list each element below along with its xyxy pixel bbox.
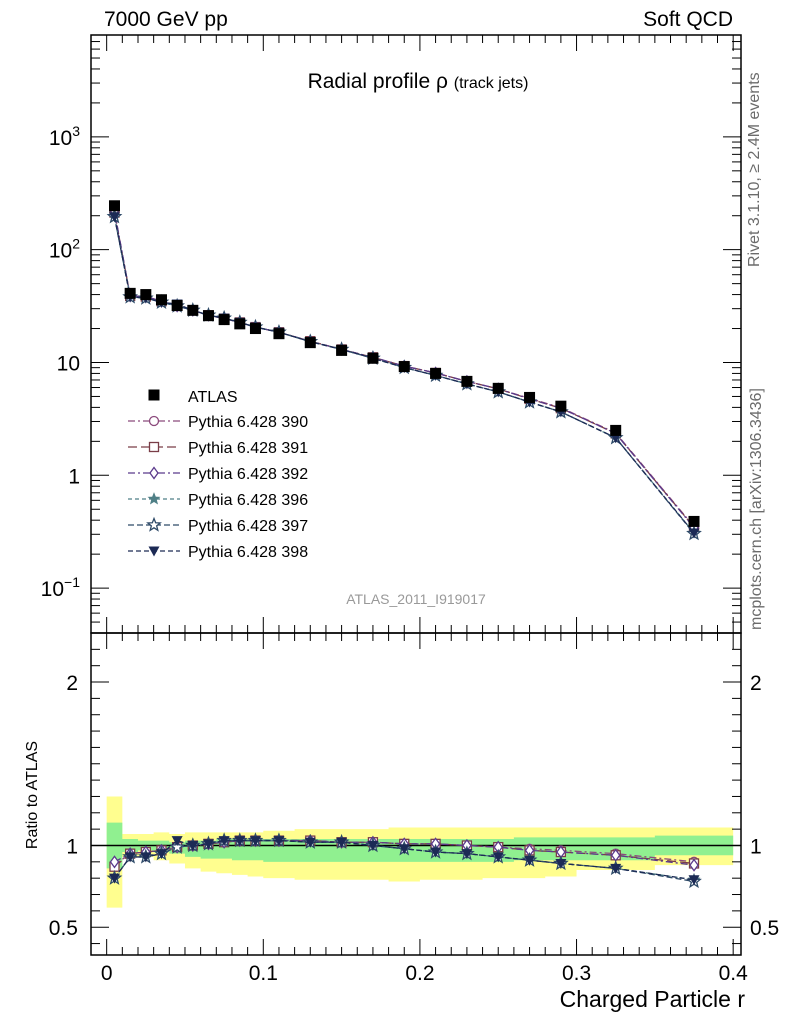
- legend-label-atlas: ATLAS: [188, 389, 238, 406]
- series-point-ratio: [249, 836, 261, 847]
- series-point-ratio: [367, 840, 379, 851]
- series-point-ratio: [610, 863, 622, 874]
- ratio-frame: [90, 632, 742, 956]
- header-energy-label: 7000 GeV pp: [104, 8, 228, 31]
- atlas-data-point: [688, 515, 700, 527]
- y-tick-label: 10−1: [41, 574, 81, 601]
- series-point-ratio: [171, 836, 183, 847]
- legend-label: Pythia 6.428 398: [188, 544, 308, 561]
- y-tick-label: 102: [49, 236, 80, 263]
- atlas-data-point: [234, 318, 246, 330]
- atlas-data-point: [155, 294, 167, 306]
- series-point-ratio: [273, 836, 285, 847]
- ratio-y-tick-label: 2: [66, 672, 78, 695]
- atlas-data-point: [108, 200, 120, 212]
- series-point-main: [108, 212, 120, 223]
- chart-title: Radial profile ρ (track jets): [308, 70, 529, 93]
- series-line-ratio: [113, 839, 695, 883]
- ratio-y-tick-label-right: 2: [750, 672, 762, 695]
- series-point-ratio: [688, 875, 700, 886]
- series-point-ratio: [524, 855, 536, 866]
- series-point-main: [688, 528, 700, 539]
- atlas-data-point: [202, 310, 214, 322]
- atlas-data-point: [171, 300, 183, 312]
- legend-marker: [148, 441, 160, 453]
- x-tick-label: 0.3: [562, 962, 591, 985]
- legend-marker: [148, 415, 160, 427]
- series-point-ratio: [689, 858, 699, 872]
- y-axis-label: Ratio to ATLAS: [24, 741, 41, 849]
- legend-marker: [148, 546, 160, 557]
- atlas-data-point: [336, 344, 348, 356]
- legend-marker-atlas: [148, 389, 160, 401]
- legend-marker: [149, 466, 159, 480]
- legend-label: Pythia 6.428 391: [188, 440, 308, 457]
- header-category-label: Soft QCD: [643, 8, 733, 31]
- y-tick-label: 1: [68, 465, 80, 488]
- atlas-data-point: [492, 382, 504, 394]
- x-axis-label: Charged Particle r: [560, 986, 746, 1012]
- series-point-ratio: [109, 855, 120, 869]
- series-point-ratio: [218, 836, 230, 847]
- x-tick-label: 0: [101, 962, 113, 985]
- series-point-ratio: [140, 852, 152, 863]
- atlas-data-point: [430, 367, 442, 379]
- y-tick-label: 10: [57, 352, 80, 375]
- legend-label: Pythia 6.428 396: [188, 492, 308, 509]
- series-line-main: [113, 216, 695, 534]
- series-point-ratio: [430, 847, 442, 858]
- atlas-data-point: [249, 323, 261, 335]
- x-tick-label: 0.2: [405, 962, 434, 985]
- series-point-ratio: [187, 840, 199, 851]
- x-tick-label: 0.4: [719, 962, 749, 985]
- series-point-ratio: [492, 852, 504, 863]
- series-line-ratio: [114, 839, 695, 866]
- series-line-main: [113, 216, 695, 534]
- legend-marker: [146, 516, 162, 532]
- series-point-ratio: [108, 873, 120, 884]
- series-point-ratio: [461, 849, 473, 860]
- atlas-data-point: [304, 337, 316, 349]
- analysis-watermark: ATLAS_2011_I919017: [346, 591, 486, 607]
- legend-label: Pythia 6.428 392: [188, 466, 308, 483]
- atlas-data-point: [367, 352, 379, 364]
- ratio-y-tick-label-right: 0.5: [750, 917, 779, 940]
- y-tick-label: 103: [49, 123, 80, 150]
- x-tick-label: 0.1: [249, 962, 278, 985]
- atlas-data-point: [187, 304, 199, 316]
- series-line-ratio: [113, 839, 695, 881]
- series-point-ratio: [336, 837, 348, 848]
- series-point-ratio: [202, 839, 214, 850]
- atlas-data-point: [140, 289, 152, 301]
- series-line-main: [113, 216, 695, 535]
- atlas-data-point: [124, 287, 136, 299]
- atlas-data-point: [273, 328, 285, 340]
- atlas-data-point: [610, 424, 622, 436]
- atlas-data-point: [218, 314, 230, 326]
- series-point-ratio: [398, 844, 410, 855]
- atlas-data-point: [555, 400, 567, 412]
- series-point-ratio: [555, 858, 567, 869]
- series-point-ratio: [304, 837, 316, 848]
- atlas-data-point: [461, 375, 473, 387]
- ratio-y-tick-label: 0.5: [49, 917, 78, 940]
- ratio-y-tick-label-right: 1: [750, 835, 762, 858]
- legend-marker: [147, 492, 161, 505]
- atlas-data-point: [524, 391, 536, 403]
- atlas-data-point: [398, 361, 410, 373]
- legend-label: Pythia 6.428 390: [188, 414, 308, 431]
- series-point-ratio: [124, 852, 136, 863]
- series-point-ratio: [155, 849, 167, 860]
- legend-label: Pythia 6.428 397: [188, 518, 308, 535]
- series-point-ratio: [234, 836, 246, 847]
- ratio-y-tick-label: 1: [66, 835, 78, 858]
